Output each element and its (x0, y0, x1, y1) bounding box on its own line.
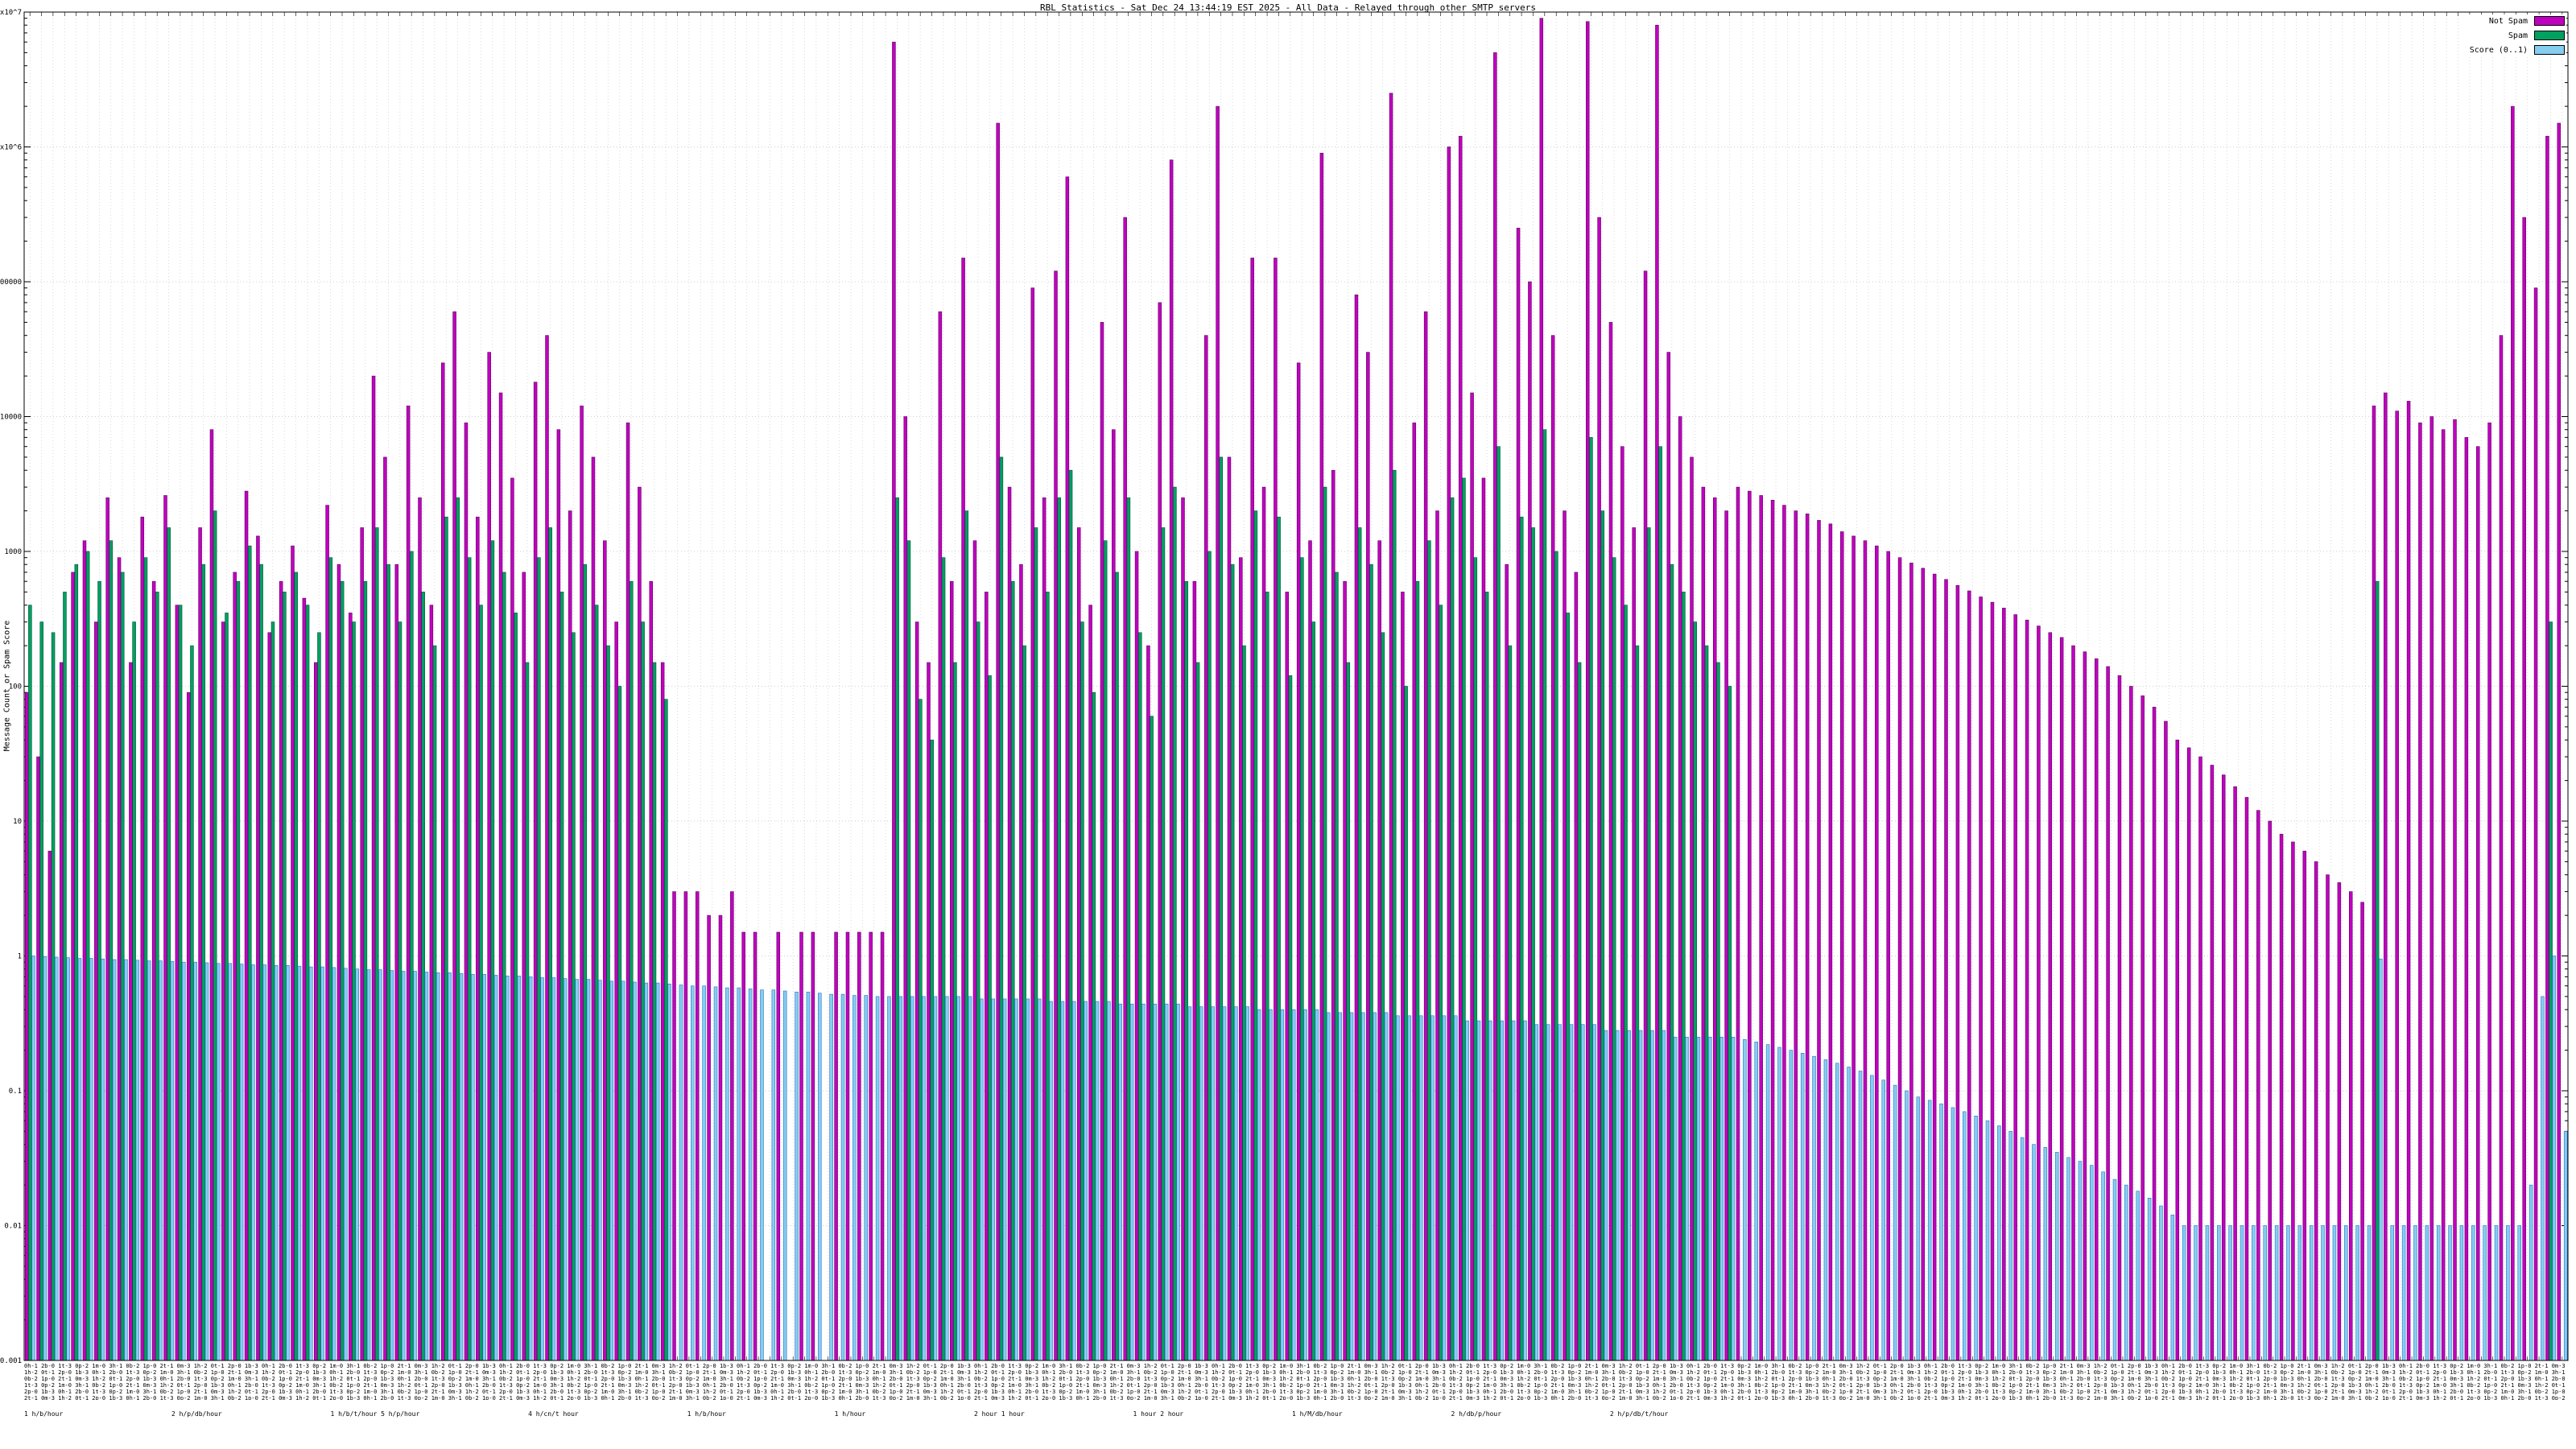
legend-swatch-not-spam (2534, 16, 2565, 26)
not-spam-bars (24, 18, 2562, 1361)
legend-label-score: Score (0..1) (2469, 45, 2528, 55)
legend-label-not-spam: Not Spam (2488, 16, 2528, 26)
plot-border (23, 11, 2569, 1361)
svg-text:0.1: 0.1 (9, 1088, 22, 1096)
svg-text:0.01: 0.01 (4, 1223, 22, 1231)
svg-text:1: 1 (18, 953, 22, 961)
legend-item-score: Score (0..1) (2470, 45, 2565, 55)
legend-swatch-score (2534, 45, 2565, 55)
svg-text:100: 100 (9, 683, 22, 691)
y-axis-tick-labels: 1x10^7 1x10^6 100000 10000 1000 100 10 1 0.1 0.01… (0, 9, 22, 1365)
axis-ticks (24, 11, 2568, 1361)
horizontal-gridlines (24, 11, 2568, 1361)
svg-text:0.001: 0.001 (0, 1357, 22, 1365)
legend-item-spam: Spam (2508, 31, 2565, 40)
svg-text:1000: 1000 (4, 548, 22, 556)
svg-text:1x10^7: 1x10^7 (0, 9, 22, 17)
spam-bars (28, 429, 2553, 1361)
svg-text:100000: 100000 (0, 279, 22, 287)
x-axis-category-labels: 1 h/b/hour 2 h/p/db/hour 1 h/b/t/hour 5 … (24, 1410, 1669, 1418)
legend-swatch-spam (2534, 31, 2565, 40)
svg-text:10: 10 (13, 818, 22, 826)
svg-text:10000: 10000 (0, 414, 22, 422)
legend-item-not-spam: Not Spam (2489, 16, 2565, 26)
x-axis-tick-labels-band: 0h-1 2b-0 1t-3 0p-2 1m-0 3h-1 0b-2 1p-0 … (24, 1363, 2566, 1400)
score-bars (31, 956, 2568, 1361)
chart-title: RBL Statistics - Sat Dec 24 13:44:19 EST… (1040, 2, 1536, 13)
svg-text:1x10^6: 1x10^6 (0, 144, 22, 152)
legend-label-spam: Spam (2508, 31, 2528, 40)
legend: Not Spam Spam Score (0..1) (2467, 14, 2566, 56)
